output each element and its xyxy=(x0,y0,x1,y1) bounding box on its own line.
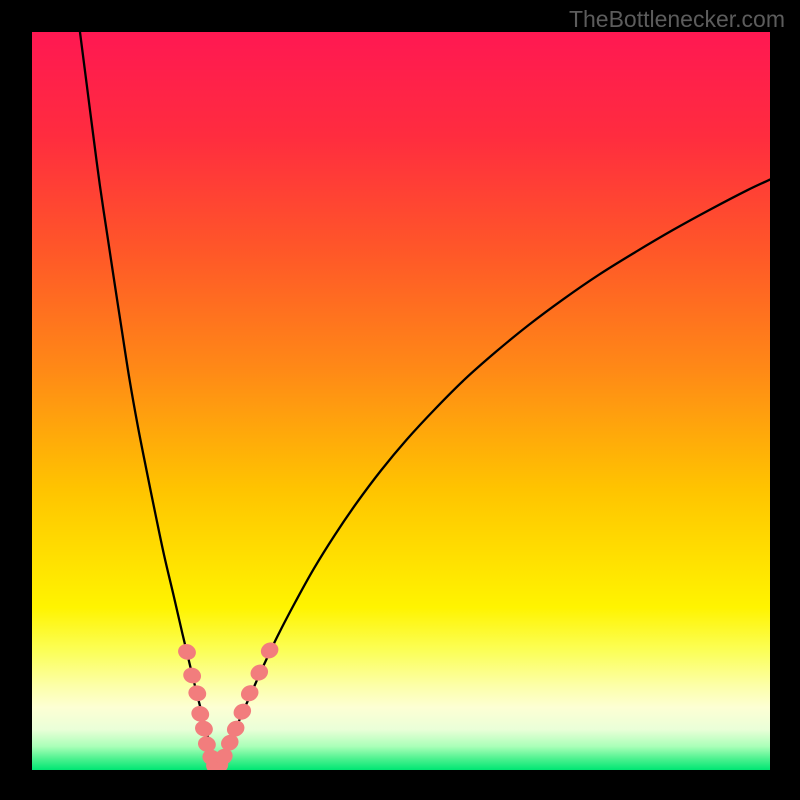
plot-svg xyxy=(32,32,770,770)
plot-area xyxy=(32,32,770,770)
gradient-background xyxy=(32,32,770,770)
watermark-text: TheBottlenecker.com xyxy=(569,6,785,33)
chart-container: TheBottlenecker.com xyxy=(0,0,800,800)
